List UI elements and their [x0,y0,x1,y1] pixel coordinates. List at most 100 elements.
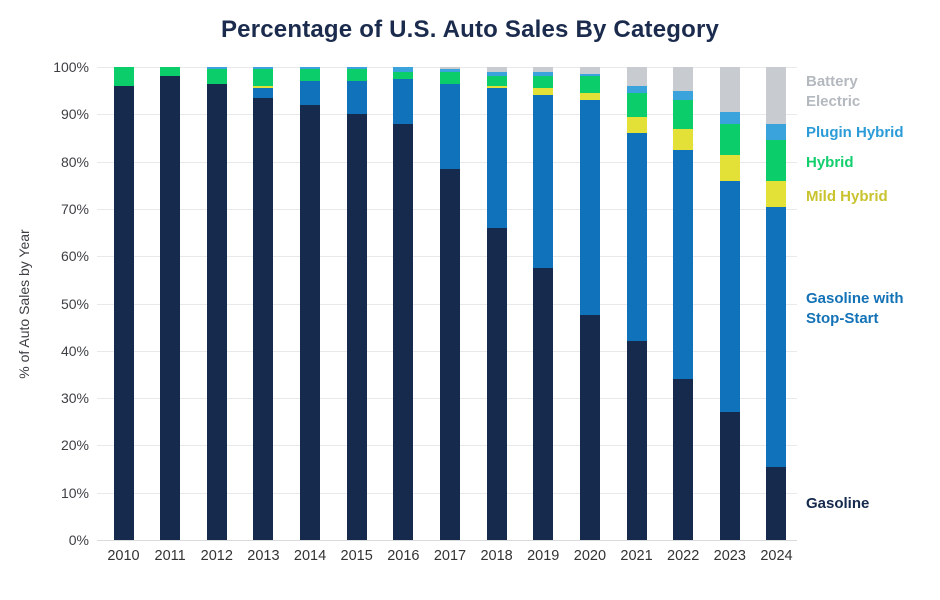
gridline [97,540,797,541]
plot-area: 0% 10% 20% 30% 40% 50% 60% 70% 80% 90% 100% 2010 201… [53,59,797,564]
bar-segment-gasoline [160,76,181,540]
bar-2022 [673,67,694,540]
bar-segment-gasoline-with-stop-start [579,100,600,316]
x-tick-label: 2020 [573,548,607,564]
y-tick-label: 60% [60,248,89,265]
bar-segment-gasoline-with-stop-start [719,180,740,413]
bar-segment-plugin-hybrid [626,85,647,94]
bar-segment-plugin-hybrid [346,67,367,70]
bar-segment-gasoline [533,268,554,540]
bar-segment-battery-electric [626,67,647,86]
bar-segment-gasoline-with-stop-start [439,83,460,169]
x-tick-label: 2019 [527,548,560,564]
bar-2021 [626,67,647,540]
bar-segment-plugin-hybrid [673,90,694,101]
bar-segment-hybrid [533,76,554,89]
y-tick-label: 40% [60,342,89,359]
legend-label-plugin-hybrid: Plugin Hybrid [806,124,904,141]
bar-2017 [439,67,460,540]
bar-segment-hybrid [393,71,414,79]
bar-segment-plugin-hybrid [300,67,321,70]
bar-segment-plugin-hybrid [206,67,227,70]
bar-segment-gasoline [253,97,274,540]
bar-segment-gasoline-with-stop-start [393,78,414,124]
bar-2023 [719,67,740,540]
bar-2010 [113,67,134,540]
x-tick-label: 2015 [340,548,373,564]
bar-segment-hybrid [766,140,787,181]
bar-segment-plugin-hybrid [439,69,460,72]
y-tick-label: 100% [53,59,89,75]
bar-2018 [486,67,507,540]
bar-2011 [160,67,181,540]
bar-segment-hybrid [113,67,134,86]
bar-segment-gasoline-with-stop-start [533,95,554,269]
x-tick-label: 2022 [667,548,700,564]
bar-segment-gasoline-with-stop-start [346,81,367,115]
bar-segment-gasoline [206,83,227,540]
x-tick-label: 2021 [620,548,653,564]
y-tick-label: 30% [60,390,89,407]
bar-2024 [766,67,787,540]
bar-segment-plugin-hybrid [766,123,787,141]
bar-segment-hybrid [579,76,600,94]
bar-2020 [579,67,600,540]
bar-segment-battery-electric [719,67,740,112]
bar-segment-hybrid [719,123,740,155]
bar-segment-mild-hybrid [673,128,694,150]
bar-segment-hybrid [673,100,694,129]
bar-segment-plugin-hybrid [579,74,600,77]
x-tick-label: 2012 [200,548,233,564]
bar-segment-gasoline [393,123,414,540]
bar-segment-hybrid [253,69,274,86]
bar-segment-gasoline-with-stop-start [253,88,274,98]
bar-segment-gasoline [113,85,134,540]
bar-segment-hybrid [439,71,460,84]
y-tick-label: 50% [60,295,89,312]
bar-segment-mild-hybrid [533,88,554,96]
chart-title: Percentage of U.S. Auto Sales By Categor… [220,16,720,43]
bar-segment-plugin-hybrid [253,67,274,70]
bar-segment-hybrid [626,93,647,117]
bar-2012 [206,67,227,540]
x-tick-label: 2014 [293,548,327,564]
y-tick-label: 0% [68,532,89,548]
bar-2015 [346,67,367,540]
bar-segment-hybrid [300,69,321,82]
x-tick-label: 2013 [247,548,280,564]
bar-segment-mild-hybrid [766,180,787,207]
y-tick-label: 80% [60,153,89,170]
bar-segment-plugin-hybrid [533,71,554,77]
bar-segment-mild-hybrid [486,85,507,89]
bar-segment-gasoline [766,466,787,540]
bar-segment-gasoline-with-stop-start [626,133,647,342]
bar-segment-gasoline-with-stop-start [673,149,694,380]
bar-segment-gasoline [300,104,321,540]
x-tick-label: 2024 [760,548,793,564]
bar-segment-gasoline-with-stop-start [486,88,507,228]
x-tick-label: 2016 [387,548,420,564]
x-tick-label: 2010 [107,548,140,564]
bar-segment-battery-electric [579,67,600,75]
bar-segment-hybrid [160,67,181,77]
bar-segment-plugin-hybrid [719,111,740,124]
bar-2016 [393,67,414,540]
x-tick-label: 2017 [433,548,467,564]
bar-segment-mild-hybrid [719,154,740,181]
y-tick-label: 70% [60,200,89,217]
bar-segment-mild-hybrid [626,116,647,134]
bar-segment-gasoline [486,227,507,540]
y-axis-title: % of Auto Sales by Year [16,229,32,379]
bar-segment-gasoline [439,168,460,540]
bar-2014 [300,67,321,540]
bar-segment-plugin-hybrid [393,67,414,72]
bar-segment-hybrid [346,69,367,82]
bar-2019 [533,67,554,540]
legend-label-gasoline: Gasoline [806,495,870,512]
bar-segment-gasoline [719,412,740,540]
bar-2013 [253,67,274,540]
x-tick-label: 2011 [154,548,186,564]
bar-segment-hybrid [206,69,227,84]
y-tick-label: 10% [60,484,89,501]
